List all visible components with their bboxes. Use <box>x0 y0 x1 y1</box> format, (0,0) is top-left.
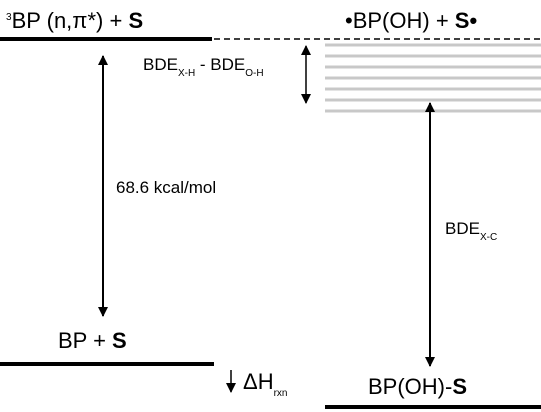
radical-pair-label: •BP(OH) + S• <box>345 8 477 33</box>
triplet-superscript: 3 <box>6 12 12 23</box>
ground-state-label: BP + S <box>58 328 127 353</box>
product-state-label: BP(OH)-S <box>368 374 467 399</box>
radical-pair-band <box>325 43 541 113</box>
triplet-state-label: 3BP (n,π*) + S <box>6 8 143 33</box>
bde-xc-label: BDEX-C <box>445 219 497 243</box>
bde-difference-label: BDEX-H - BDEO-H <box>143 55 264 79</box>
dh-rxn-label: ΔHrxn <box>243 369 288 399</box>
triplet-energy-label: 68.6 kcal/mol <box>116 178 216 197</box>
